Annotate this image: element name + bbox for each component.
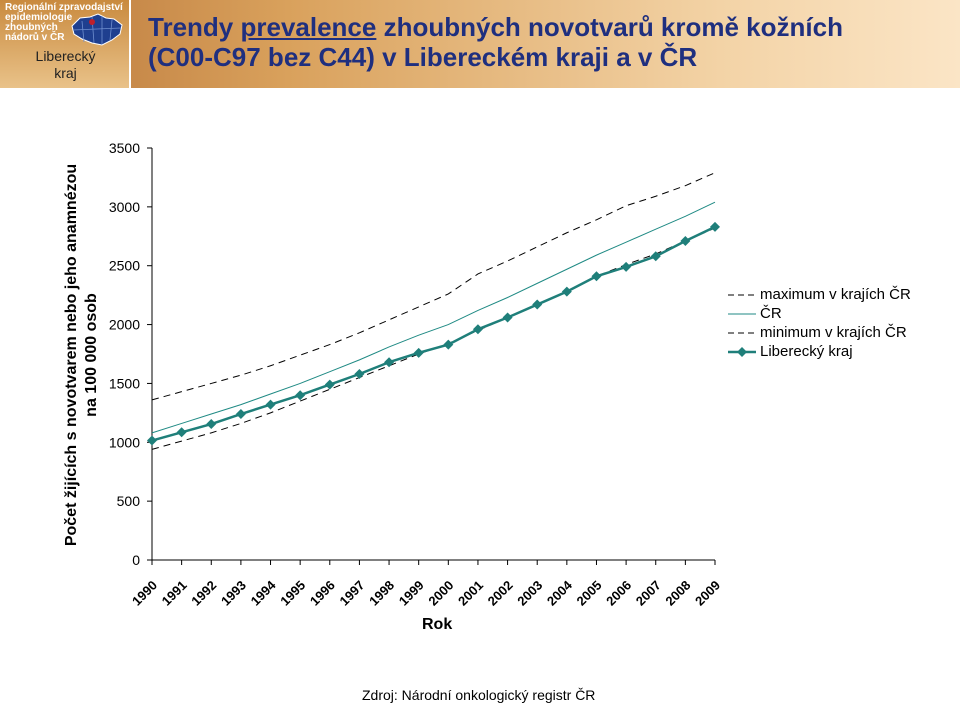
data-point-marker (354, 369, 365, 380)
y-tick-label: 2000 (109, 317, 140, 333)
title-text: Trendy (148, 12, 241, 42)
x-tick-label: 2000 (425, 578, 456, 609)
y-axis-label: Počet žijících s novotvarem nebo jeho an… (62, 155, 102, 555)
x-tick-label: 1995 (277, 578, 308, 609)
logo-line: nádorů v ČR (5, 32, 65, 43)
legend-symbol (728, 347, 756, 357)
y-axis-label-line: Počet žijících s novotvarem nebo jeho an… (63, 163, 80, 547)
y-tick-label: 3000 (109, 199, 140, 215)
region-line: Liberecký (35, 48, 96, 64)
legend-symbol (728, 313, 756, 315)
title-line-2: (C00-C97 bez C44) v Libereckém kraji a v… (148, 42, 698, 72)
data-point-marker (147, 435, 157, 446)
x-tick-label: 1999 (396, 578, 427, 609)
y-tick-label: 2500 (109, 258, 140, 274)
x-tick-label: 1997 (336, 578, 367, 609)
x-tick-label: 2001 (455, 578, 486, 609)
data-point-marker (680, 235, 691, 246)
logo-line: zhoubných (5, 22, 58, 33)
data-point-marker (413, 347, 424, 358)
logo-panel: Regionální zpravodajství epidemiologie z… (0, 0, 131, 88)
data-point-marker (591, 271, 602, 282)
y-tick-label: 500 (117, 493, 141, 509)
data-point-marker (710, 221, 720, 232)
x-tick-label: 2002 (485, 578, 516, 609)
logo-line: epidemiologie (5, 12, 73, 23)
title-text: zhoubných novotvarů kromě kožních (376, 12, 843, 42)
x-tick-label: 2007 (633, 578, 664, 609)
logo-text: Regionální zpravodajství epidemiologie z… (5, 3, 125, 43)
x-tick-label: 2008 (662, 578, 693, 609)
data-point-marker (561, 286, 572, 297)
series-line-0 (151, 172, 716, 401)
legend-label: minimum v krajích ČR (760, 324, 907, 341)
data-point-marker (472, 324, 483, 335)
x-tick-label: 2006 (603, 578, 634, 609)
data-point-marker (235, 409, 246, 420)
x-tick-label: 1993 (218, 578, 249, 609)
y-tick-label: 0 (132, 552, 140, 568)
czech-map-icon (71, 13, 123, 46)
legend-symbol (728, 294, 756, 296)
legend-label: ČR (760, 305, 782, 322)
legend-label: Liberecký kraj (760, 343, 853, 360)
x-tick-label: 1992 (188, 578, 219, 609)
x-tick-label: 1996 (307, 578, 338, 609)
data-point-marker (176, 427, 187, 438)
data-point-marker (324, 379, 335, 390)
legend-label: maximum v krajích ČR (760, 286, 911, 303)
x-tick-label: 1994 (248, 577, 280, 609)
x-tick-label: 1990 (129, 578, 160, 609)
prevalence-chart: 0 500 1000 1500 2000 2500 3000 3500 199019911992… (109, 140, 723, 609)
data-point-marker (502, 312, 513, 323)
series-line-1 (151, 201, 716, 434)
x-tick-label: 2004 (544, 577, 576, 609)
x-tick-label: 1998 (366, 578, 397, 609)
region-name: Liberecký kraj (0, 48, 131, 82)
x-tick-label: 2009 (692, 578, 723, 609)
data-point-marker (443, 339, 454, 350)
legend-symbol (728, 332, 756, 334)
y-tick-label: 1000 (109, 434, 140, 450)
logo-line: Regionální zpravodajství (5, 2, 123, 13)
header-banner: Regionální zpravodajství epidemiologie z… (0, 0, 960, 88)
data-point-marker (265, 399, 276, 410)
series-line-3 (151, 225, 716, 442)
source-note: Zdroj: Národní onkologický registr ČR (362, 687, 596, 703)
x-tick-label: 2005 (574, 578, 605, 609)
x-axis-label: Rok (422, 616, 453, 633)
y-tick-label: 3500 (109, 140, 140, 156)
data-point-marker (384, 357, 395, 368)
data-point-marker (532, 299, 543, 310)
region-line: kraj (54, 65, 77, 81)
data-point-marker (621, 261, 632, 272)
y-axis-label-line: na 100 000 osob (83, 293, 100, 417)
x-tick-label: 2003 (514, 578, 545, 609)
data-point-marker (295, 390, 306, 401)
x-tick-label: 1991 (159, 578, 190, 609)
title-line-1: Trendy prevalence zhoubných novotvarů kr… (148, 12, 948, 42)
series-line-2 (151, 227, 716, 450)
page-title: Trendy prevalence zhoubných novotvarů kr… (148, 12, 948, 72)
data-point-marker (206, 419, 217, 430)
data-point-marker (650, 251, 661, 262)
title-underlined-word: prevalence (240, 12, 377, 42)
y-tick-label: 1500 (109, 375, 140, 391)
